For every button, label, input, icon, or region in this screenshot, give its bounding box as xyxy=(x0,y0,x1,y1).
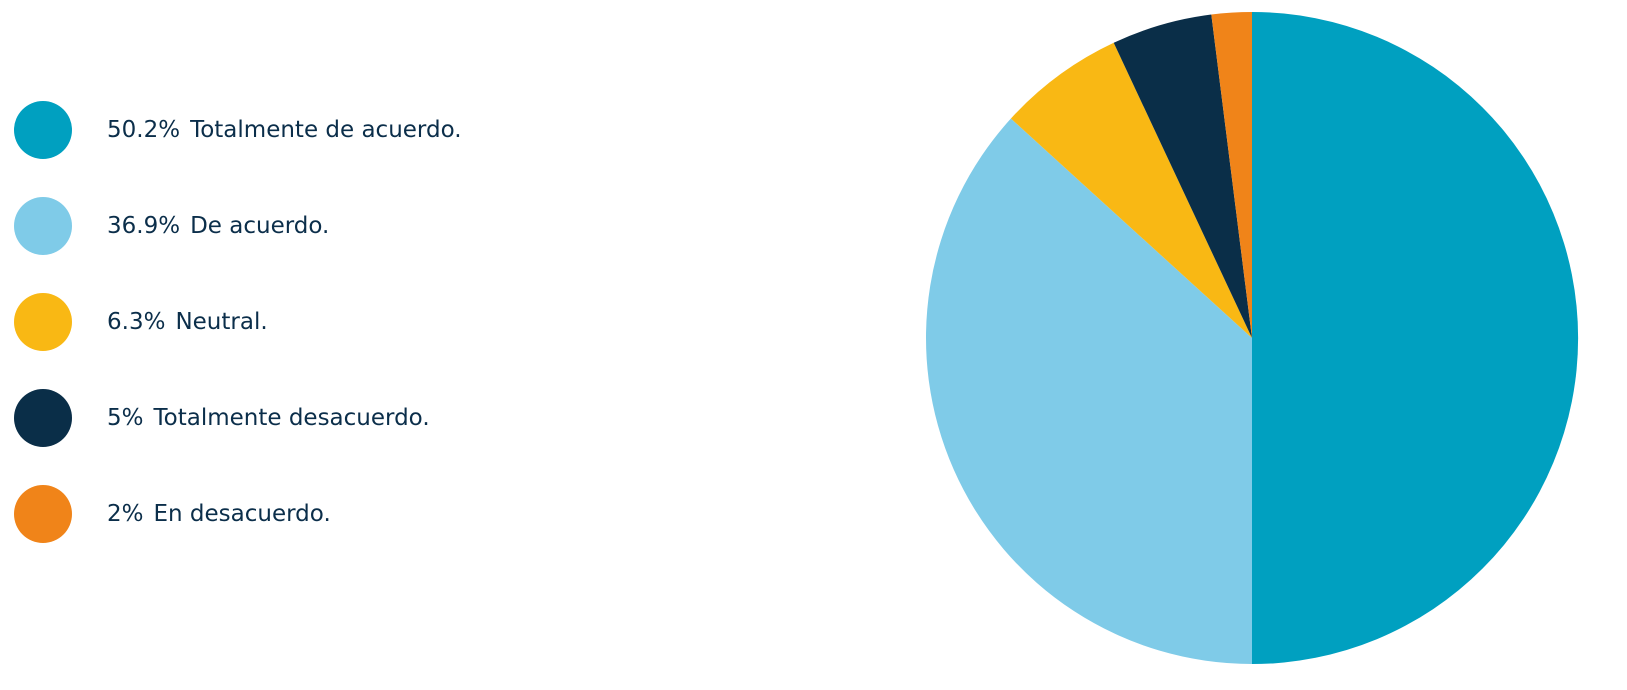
legend-value: 6.3% xyxy=(107,309,165,335)
legend-entry: 6.3% Neutral. xyxy=(14,293,268,351)
legend-value: 5% xyxy=(107,405,144,431)
pie-slice xyxy=(1113,14,1252,338)
pie-slice xyxy=(926,118,1252,664)
legend-value: 2% xyxy=(107,501,144,527)
legend-label: 50.2% Totalmente de acuerdo. xyxy=(107,117,462,143)
pie-slice xyxy=(1010,42,1252,339)
legend-swatch xyxy=(14,485,72,543)
pie-slice xyxy=(1252,11,1579,664)
legend-entry: 50.2% Totalmente de acuerdo. xyxy=(14,101,462,159)
legend-category: De acuerdo. xyxy=(190,213,329,239)
legend-category: Totalmente de acuerdo. xyxy=(189,117,462,143)
legend-swatch xyxy=(14,293,72,351)
legend-category: Totalmente desacuerdo. xyxy=(153,405,430,431)
legend-entry: 5% Totalmente desacuerdo. xyxy=(14,389,430,447)
legend-entry: 2% En desacuerdo. xyxy=(14,485,331,543)
pie-slice xyxy=(1211,12,1252,338)
legend-label: 36.9% De acuerdo. xyxy=(107,213,329,239)
legend-value: 50.2% xyxy=(107,117,180,143)
legend-entry: 36.9% De acuerdo. xyxy=(14,197,329,255)
legend-category: En desacuerdo. xyxy=(154,501,331,527)
legend-category: Neutral. xyxy=(175,309,267,335)
legend-label: 5% Totalmente desacuerdo. xyxy=(107,405,430,431)
legend-swatch xyxy=(14,197,72,255)
legend-label: 6.3% Neutral. xyxy=(107,309,268,335)
legend-value: 36.9% xyxy=(107,213,180,239)
legend-swatch xyxy=(14,101,72,159)
legend-swatch xyxy=(14,389,72,447)
legend-label: 2% En desacuerdo. xyxy=(107,501,331,527)
